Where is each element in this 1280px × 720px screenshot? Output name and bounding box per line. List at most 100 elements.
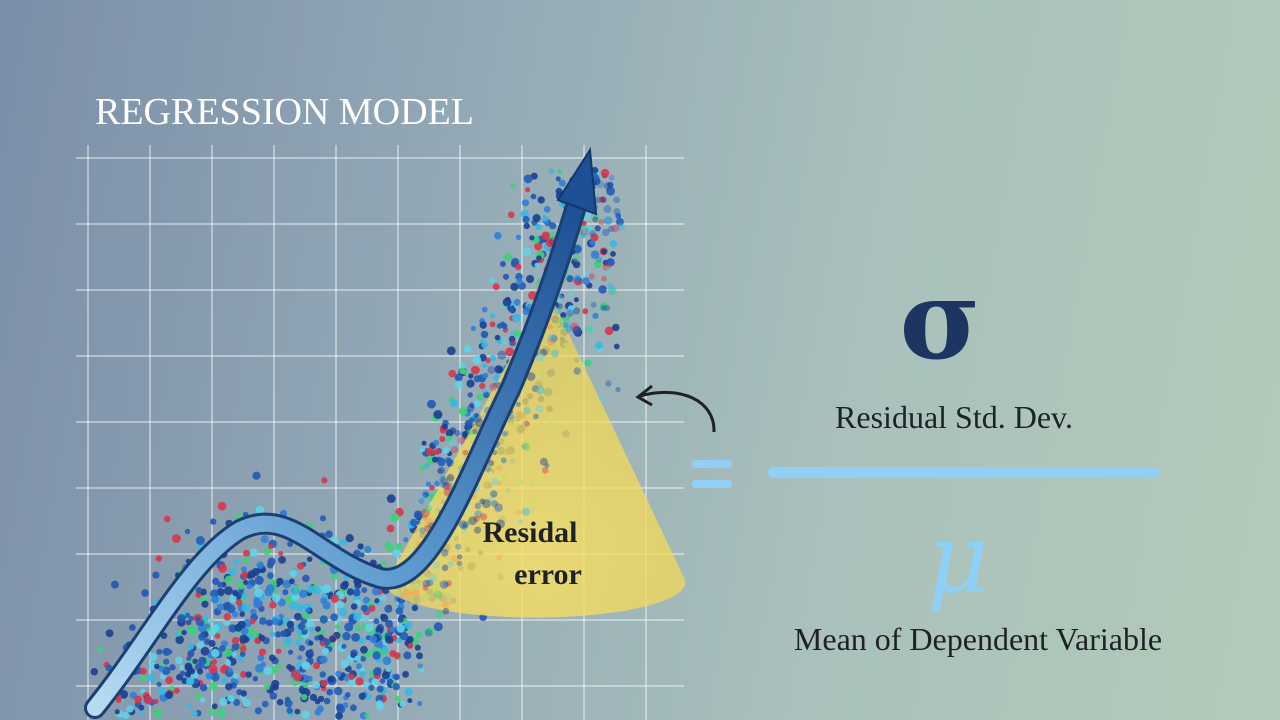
scatter-dot — [585, 325, 593, 333]
scatter-dot — [536, 255, 542, 261]
scatter-dot — [368, 604, 376, 612]
scatter-dot — [467, 392, 473, 398]
pointer-arrow — [639, 391, 716, 433]
scatter-dot — [427, 399, 436, 409]
scatter-dot — [447, 560, 454, 567]
scatter-dot — [580, 227, 589, 236]
scatter-dot — [468, 373, 474, 379]
scatter-dot — [390, 513, 400, 522]
scatter-dot — [459, 367, 466, 374]
scatter-dot — [224, 586, 233, 596]
scatter-dot — [604, 216, 613, 225]
scatter-dot — [360, 645, 368, 654]
cone-label: Residal — [482, 516, 577, 549]
scatter-dot — [426, 447, 434, 456]
scatter-dot — [245, 671, 252, 678]
scatter-dot — [276, 698, 284, 706]
scatter-dot — [208, 640, 216, 647]
scatter-dot — [291, 593, 300, 602]
scatter-dot — [572, 260, 581, 269]
scatter-dot — [348, 673, 355, 681]
scatter-dot — [186, 703, 192, 709]
scatter-dot — [172, 534, 181, 543]
scatter-dot — [442, 482, 450, 490]
scatter-dot — [254, 588, 263, 598]
scatter-dot — [461, 523, 468, 530]
scatter-dot — [330, 613, 338, 622]
scatter-dot — [494, 365, 503, 374]
scatter-dot — [399, 700, 406, 708]
scatter-dot — [346, 588, 354, 596]
scatter-dot — [490, 313, 496, 319]
scatter-dot — [585, 225, 593, 233]
scatter-dot — [200, 646, 210, 656]
scatter-dot — [384, 604, 393, 613]
scatter-dot — [588, 273, 595, 280]
scatter-dot — [410, 518, 418, 527]
scatter-dot — [355, 677, 364, 686]
scatter-dot — [472, 414, 482, 423]
scatter-dot — [422, 579, 431, 588]
scatter-dot — [564, 315, 570, 321]
scatter-dot — [322, 584, 332, 594]
scatter-dot — [474, 510, 483, 519]
scatter-dot — [598, 219, 605, 226]
scatter-dot — [295, 639, 302, 646]
scatter-dot — [590, 233, 599, 242]
scatter-dot — [350, 704, 357, 712]
scatter-dot — [228, 567, 237, 576]
scatter-dot — [422, 585, 429, 591]
scatter-dot — [600, 305, 607, 311]
scatter-dot — [313, 586, 322, 595]
scatter-dot — [421, 440, 427, 446]
scatter-dot — [139, 710, 145, 716]
scatter-dot — [386, 544, 395, 552]
scatter-dot — [165, 676, 174, 685]
scatter-dot — [526, 275, 535, 283]
scatter-dot — [419, 446, 426, 453]
scatter-dot — [522, 442, 530, 451]
scatter-dot — [540, 348, 548, 357]
scatter-dot — [593, 260, 602, 269]
scatter-dot — [320, 679, 328, 687]
scatter-dot — [446, 459, 454, 467]
scatter-dot — [317, 695, 325, 703]
scatter-dot — [240, 627, 249, 635]
scatter-dot — [479, 513, 488, 521]
scatter-dot — [141, 589, 149, 597]
scatter-dot — [395, 543, 403, 551]
scatter-dot — [508, 335, 516, 343]
scatter-dot — [471, 365, 480, 375]
scatter-dot — [255, 505, 265, 515]
scatter-dot — [592, 212, 600, 221]
scatter-dot — [437, 468, 443, 474]
scatter-dot — [382, 656, 392, 665]
scatter-dot — [231, 642, 240, 651]
scatter-dot — [233, 673, 239, 679]
scatter-dot — [449, 399, 459, 408]
scatter-dot — [330, 594, 340, 603]
scatter-dot — [197, 668, 204, 675]
scatter-dot — [573, 367, 581, 375]
scatter-dot — [237, 620, 246, 629]
scatter-dot — [599, 196, 606, 203]
scatter-dot — [342, 702, 349, 709]
scatter-dot — [481, 306, 488, 313]
scatter-dot — [195, 587, 203, 594]
scatter-dot — [393, 673, 400, 681]
denominator-label: Mean of Dependent Variable — [794, 621, 1162, 657]
scatter-dot — [429, 484, 435, 491]
scatter-dot — [404, 687, 413, 696]
scatter-dot — [309, 693, 318, 702]
scatter-dot — [371, 587, 381, 596]
scatter-dot — [416, 652, 423, 660]
scatter-dot — [97, 646, 104, 652]
scatter-dot — [497, 350, 507, 360]
scatter-dot — [252, 471, 261, 480]
scatter-dot — [439, 481, 447, 488]
scatter-dot — [381, 671, 390, 680]
scatter-dot — [253, 600, 262, 609]
scatter-dot — [355, 663, 362, 670]
scatter-dot — [211, 648, 220, 658]
scatter-dot — [566, 275, 574, 283]
